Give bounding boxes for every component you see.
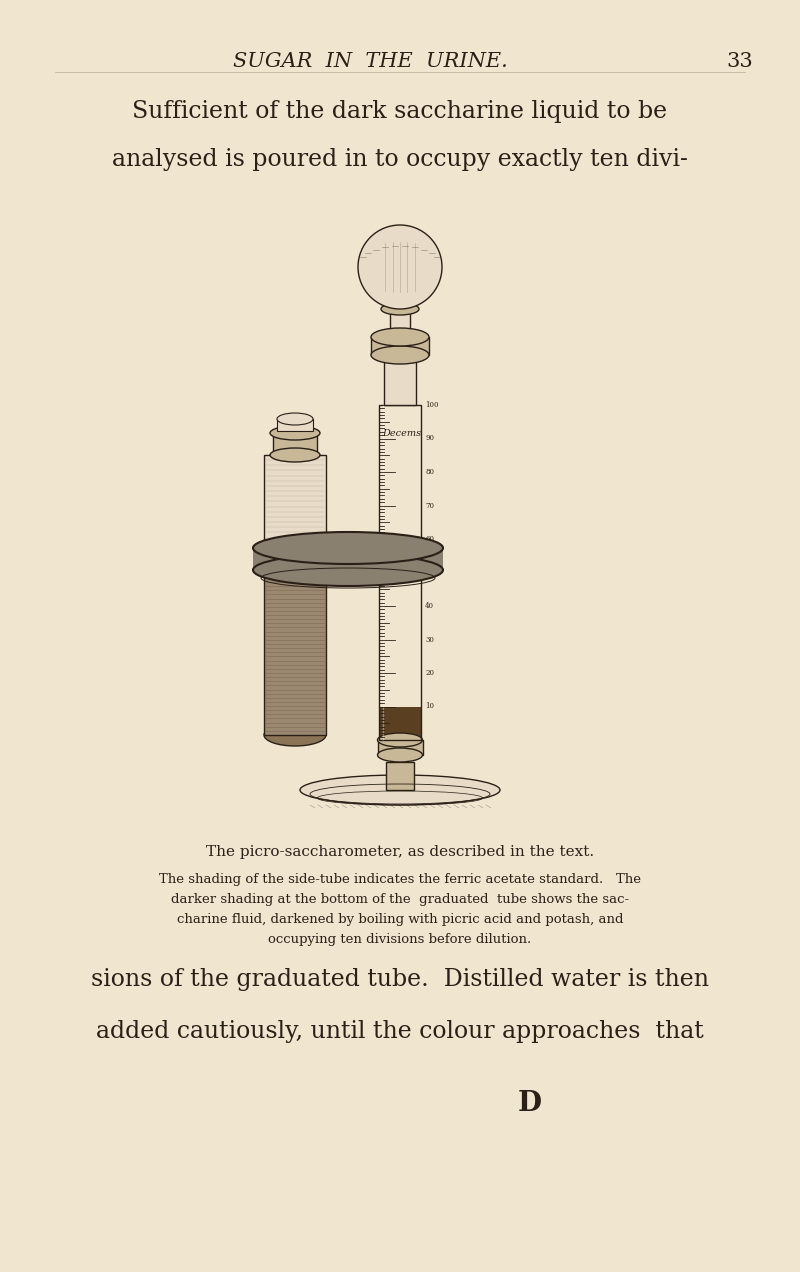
Ellipse shape [371, 328, 429, 346]
Polygon shape [371, 337, 429, 355]
Ellipse shape [253, 532, 443, 563]
Text: The picro-saccharometer, as described in the text.: The picro-saccharometer, as described in… [206, 845, 594, 859]
Text: 100: 100 [425, 401, 438, 410]
Ellipse shape [300, 775, 500, 805]
Ellipse shape [381, 303, 419, 315]
Polygon shape [264, 455, 326, 553]
Text: 40: 40 [425, 602, 434, 611]
Ellipse shape [378, 748, 422, 762]
Ellipse shape [277, 413, 313, 425]
Polygon shape [379, 707, 421, 740]
Text: sions of the graduated tube.  Distilled water is then: sions of the graduated tube. Distilled w… [91, 968, 709, 991]
Text: 60: 60 [425, 536, 434, 543]
Text: The shading of the side-tube indicates the ferric acetate standard.   The: The shading of the side-tube indicates t… [159, 873, 641, 887]
Text: 20: 20 [425, 669, 434, 677]
Ellipse shape [378, 733, 422, 747]
Polygon shape [264, 553, 326, 735]
Polygon shape [277, 418, 313, 431]
Ellipse shape [264, 724, 326, 745]
Text: occupying ten divisions before dilution.: occupying ten divisions before dilution. [268, 932, 532, 946]
Polygon shape [378, 740, 422, 756]
Text: darker shading at the bottom of the  graduated  tube shows the sac-: darker shading at the bottom of the grad… [171, 893, 629, 906]
Text: 10: 10 [425, 702, 434, 711]
Polygon shape [253, 548, 443, 570]
Ellipse shape [270, 448, 320, 462]
Text: 70: 70 [425, 501, 434, 510]
Polygon shape [390, 309, 410, 337]
Text: D: D [518, 1090, 542, 1117]
Text: 33: 33 [726, 52, 754, 71]
Polygon shape [386, 762, 414, 790]
Text: 90: 90 [425, 435, 434, 443]
Ellipse shape [371, 346, 429, 364]
Text: 80: 80 [425, 468, 434, 476]
Text: Decems: Decems [382, 429, 422, 438]
Polygon shape [273, 432, 317, 455]
Text: added cautiously, until the colour approaches  that: added cautiously, until the colour appro… [96, 1020, 704, 1043]
Text: 30: 30 [425, 636, 434, 644]
Text: 50: 50 [425, 569, 434, 576]
Ellipse shape [253, 555, 443, 586]
Text: SUGAR  IN  THE  URINE.: SUGAR IN THE URINE. [233, 52, 507, 71]
Ellipse shape [270, 426, 320, 440]
Polygon shape [384, 355, 416, 404]
Circle shape [358, 225, 442, 309]
Text: analysed is poured in to occupy exactly ten divi-: analysed is poured in to occupy exactly … [112, 148, 688, 170]
Text: Sufficient of the dark saccharine liquid to be: Sufficient of the dark saccharine liquid… [133, 100, 667, 123]
Text: charine fluid, darkened by boiling with picric acid and potash, and: charine fluid, darkened by boiling with … [177, 913, 623, 926]
